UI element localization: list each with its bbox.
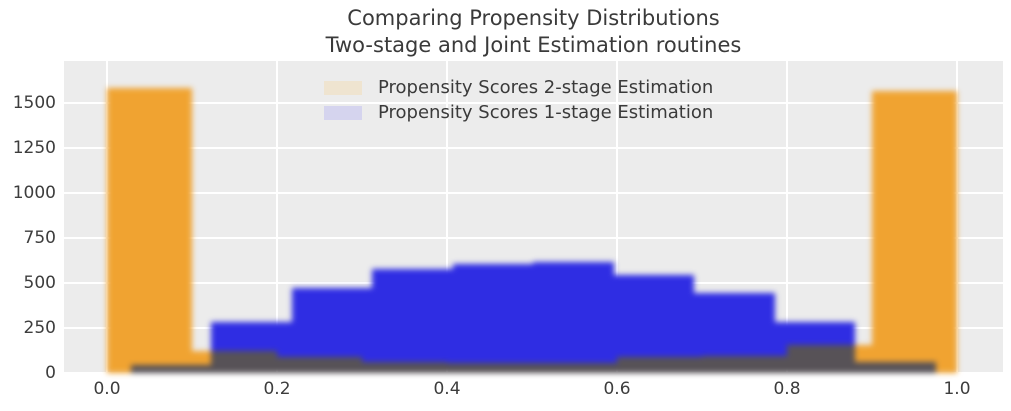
histogram-overlap-region	[702, 355, 775, 373]
histogram-overlap-region	[362, 361, 373, 373]
legend-label-2stage: Propensity Scores 2-stage Estimation	[378, 77, 714, 98]
histogram-bar-1stage	[613, 274, 695, 373]
histogram-bar-1stage	[452, 263, 534, 373]
histogram-overlap-region	[694, 357, 702, 373]
histogram-overlap-region	[613, 362, 617, 373]
histogram-overlap-region	[452, 362, 532, 373]
chart-title-line-1: Comparing Propensity Distributions	[347, 6, 720, 30]
y-tick-label: 1000	[12, 183, 56, 203]
x-tick-label: 0.2	[263, 379, 291, 399]
histogram-bar-1stage	[372, 268, 453, 373]
histogram-bar-2stage	[872, 91, 957, 373]
y-tick-label: 1500	[12, 93, 56, 113]
histogram-overlap-region	[855, 362, 872, 373]
legend-swatch-1stage	[324, 106, 362, 120]
y-tick-label: 1250	[12, 138, 56, 158]
chart-title: Comparing Propensity Distributions Two-s…	[64, 5, 1003, 59]
histogram-overlap-region	[617, 357, 695, 373]
y-tick-label: 500	[23, 273, 56, 293]
histogram-overlap-region	[533, 362, 614, 373]
gridline-vertical	[276, 61, 278, 373]
histogram-overlap-region	[192, 364, 212, 373]
gridline-horizontal	[64, 372, 1003, 374]
gridline-vertical	[446, 61, 448, 373]
gridline-vertical	[786, 61, 788, 373]
bars-layer	[64, 61, 1003, 373]
chart-title-line-2: Two-stage and Joint Estimation routines	[325, 33, 742, 57]
gridline-vertical	[956, 61, 958, 373]
y-tick-label: 250	[23, 318, 56, 338]
histogram-overlap-region	[291, 357, 362, 373]
x-tick-label: 1.0	[943, 379, 971, 399]
histogram-bar-2stage	[107, 87, 192, 373]
histogram-overlap-region	[532, 362, 534, 373]
gridline-horizontal	[64, 102, 1003, 104]
histogram-overlap-region	[211, 351, 277, 373]
histogram-overlap-region	[372, 361, 447, 373]
histogram-overlap-region	[787, 345, 856, 373]
plot-area: Propensity Scores 2-stage Estimation Pro…	[64, 61, 1003, 374]
y-tick-label: 750	[23, 228, 56, 248]
legend-label-1stage: Propensity Scores 1-stage Estimation	[378, 102, 714, 123]
x-tick-label: 0.6	[603, 379, 631, 399]
histogram-overlap-region	[130, 364, 192, 373]
x-tick-label: 0.4	[433, 379, 461, 399]
histogram-overlap-region	[447, 362, 453, 373]
histogram-overlap-region	[277, 357, 292, 373]
y-tick-label: 0	[45, 363, 56, 383]
legend-swatch-2stage	[324, 81, 362, 95]
gridline-vertical	[616, 61, 618, 373]
gridline-horizontal	[64, 192, 1003, 194]
gridline-horizontal	[64, 147, 1003, 149]
x-tick-label: 0.0	[93, 379, 121, 399]
histogram-overlap-region	[872, 362, 936, 373]
histogram-overlap-region	[774, 355, 787, 373]
gridline-horizontal	[64, 237, 1003, 239]
histogram-bar-1stage	[533, 261, 614, 373]
x-tick-label: 0.8	[773, 379, 801, 399]
